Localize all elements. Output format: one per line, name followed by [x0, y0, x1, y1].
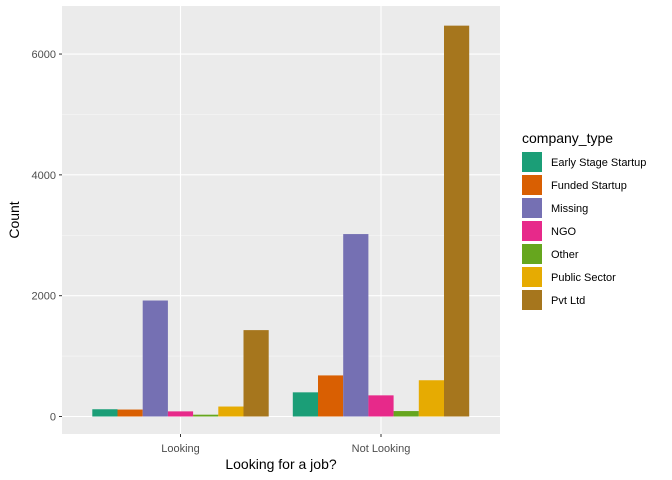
bar-funded-startup-not-looking [318, 375, 344, 417]
legend-key-missing [522, 198, 542, 218]
y-axis: 0 2000 4000 6000 [32, 49, 62, 424]
bars-group [92, 25, 470, 417]
bar-funded-startup-looking [117, 409, 143, 417]
y-tick-label: 0 [50, 412, 56, 424]
legend-label: Funded Startup [551, 180, 627, 192]
legend-label: NGO [551, 226, 577, 238]
plot-panel [62, 6, 500, 434]
y-tick-label: 6000 [32, 49, 56, 61]
y-axis-title: Count [6, 201, 22, 238]
legend: company_type Early Stage Startup Funded S… [522, 130, 646, 310]
bar-ngo-not-looking [368, 395, 394, 417]
x-tick-label: Not Looking [352, 443, 411, 455]
bar-ngo-looking [167, 411, 194, 417]
y-tick-label: 2000 [32, 291, 56, 303]
bar-other-not-looking [393, 411, 419, 417]
legend-key-early-stage-startup [522, 152, 542, 172]
minor-gridlines [62, 114, 500, 357]
bar-pvt-ltd-looking [243, 330, 269, 417]
legend-label: Public Sector [551, 272, 616, 284]
bar-public-sector-not-looking [418, 380, 444, 417]
x-axis-title: Looking for a job? [225, 456, 337, 472]
bar-pvt-ltd-not-looking [444, 25, 470, 417]
bar-missing-not-looking [343, 234, 369, 417]
bar-other-looking [193, 414, 219, 417]
x-axis: Looking Not Looking [161, 434, 410, 455]
legend-title: company_type [522, 130, 613, 146]
legend-key-pvt-ltd [522, 290, 542, 310]
legend-label: Pvt Ltd [551, 295, 585, 307]
legend-key-funded-startup [522, 175, 542, 195]
bar-missing-looking [142, 300, 168, 417]
bar-early-stage-startup-looking [92, 409, 118, 417]
legend-label: Missing [551, 203, 588, 215]
y-tick-label: 4000 [32, 170, 56, 182]
legend-label: Early Stage Startup [551, 157, 646, 169]
legend-label: Other [551, 249, 579, 261]
legend-key-public-sector [522, 267, 542, 287]
x-tick-label: Looking [161, 443, 200, 455]
bar-public-sector-looking [218, 406, 244, 417]
legend-key-other [522, 244, 542, 264]
bar-early-stage-startup-not-looking [292, 392, 318, 417]
legend-key-ngo [522, 221, 542, 241]
